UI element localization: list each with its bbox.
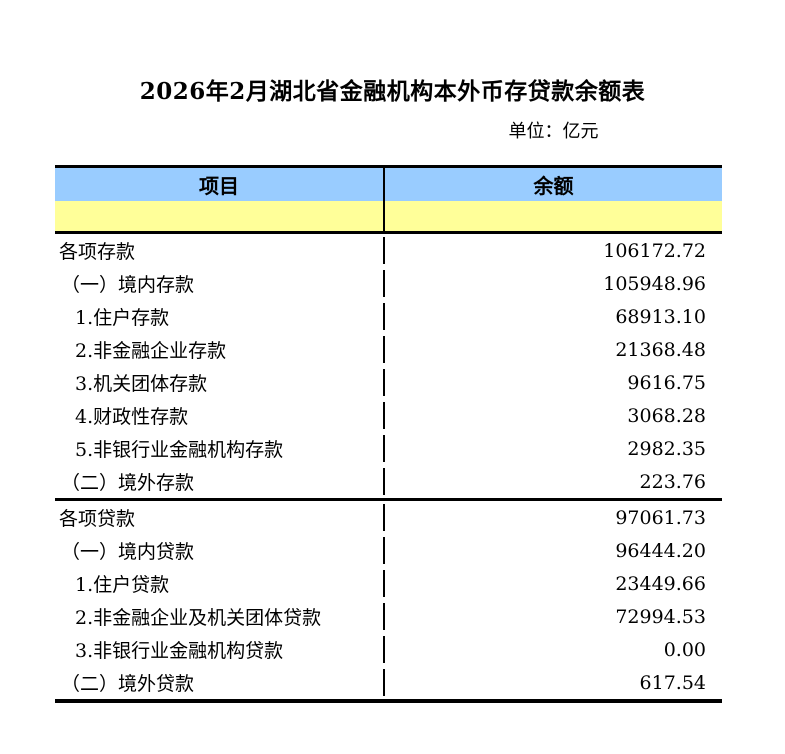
row-label: 2.非金融企业及机关团体贷款 — [55, 603, 385, 630]
row-value: 0.00 — [663, 638, 706, 661]
table-row: （一）境内贷款 96444.20 — [55, 534, 722, 567]
row-label: （二）境外贷款 — [55, 669, 385, 696]
row-value: 97061.73 — [615, 506, 706, 529]
table-row: 各项存款 106172.72 — [55, 234, 722, 267]
table-row: （一）境内存款 105948.96 — [55, 267, 722, 300]
row-value: 96444.20 — [615, 539, 706, 562]
table-section-deposits: 各项存款 106172.72 （一）境内存款 105948.96 1.住户存款 68913… — [55, 234, 722, 498]
row-label: 1.住户贷款 — [55, 570, 385, 597]
column-header-item: 项目 — [55, 168, 385, 201]
subheader-empty-cell-item — [55, 201, 385, 231]
row-label: （二）境外存款 — [55, 468, 385, 495]
row-value: 68913.10 — [615, 305, 706, 328]
unit-label: 单位：亿元 — [508, 121, 599, 142]
row-value: 617.54 — [639, 671, 706, 694]
row-label: 4.财政性存款 — [55, 402, 385, 429]
table-subheader-row — [55, 201, 722, 234]
row-label: （一）境内存款 — [55, 270, 385, 297]
table-header-row: 项目 余额 — [55, 168, 722, 201]
row-label: 2.非金融企业存款 — [55, 336, 385, 363]
balance-table: 项目 余额 各项存款 106172.72 （一）境内存款 105948.96 1.住户存… — [55, 165, 722, 703]
table-section-loans: 各项贷款 97061.73 （一）境内贷款 96444.20 1.住户贷款 23449.6… — [55, 498, 722, 699]
row-value: 21368.48 — [615, 338, 706, 361]
row-value: 105948.96 — [603, 272, 706, 295]
row-value: 3068.28 — [627, 404, 706, 427]
subheader-empty-cell-balance — [385, 201, 722, 231]
row-label: 5.非银行业金融机构存款 — [55, 435, 385, 462]
column-header-balance: 余额 — [533, 174, 574, 198]
row-label: 3.机关团体存款 — [55, 369, 385, 396]
row-value: 106172.72 — [603, 239, 706, 262]
table-row: 5.非银行业金融机构存款 2982.35 — [55, 432, 722, 465]
row-value: 23449.66 — [615, 572, 706, 595]
row-value: 9616.75 — [627, 371, 706, 394]
row-label: 各项存款 — [55, 237, 385, 264]
table-row: 1.住户存款 68913.10 — [55, 300, 722, 333]
table-row: （二）境外贷款 617.54 — [55, 666, 722, 699]
table-row: 各项贷款 97061.73 — [55, 501, 722, 534]
row-label: （一）境内贷款 — [55, 537, 385, 564]
table-row: 2.非金融企业存款 21368.48 — [55, 333, 722, 366]
row-label: 3.非银行业金融机构贷款 — [55, 636, 385, 663]
page-title: 2026年2月湖北省金融机构本外币存贷款余额表 — [139, 78, 646, 106]
row-value: 223.76 — [639, 470, 706, 493]
table-row: 2.非金融企业及机关团体贷款 72994.53 — [55, 600, 722, 633]
row-value: 2982.35 — [627, 437, 706, 460]
table-row: （二）境外存款 223.76 — [55, 465, 722, 498]
table-row: 3.非银行业金融机构贷款 0.00 — [55, 633, 722, 666]
row-label: 各项贷款 — [55, 504, 385, 531]
row-label: 1.住户存款 — [55, 303, 385, 330]
table-body: 各项存款 106172.72 （一）境内存款 105948.96 1.住户存款 68913… — [55, 234, 722, 699]
row-value: 72994.53 — [615, 605, 706, 628]
table-row: 3.机关团体存款 9616.75 — [55, 366, 722, 399]
table-row: 4.财政性存款 3068.28 — [55, 399, 722, 432]
table-row: 1.住户贷款 23449.66 — [55, 567, 722, 600]
